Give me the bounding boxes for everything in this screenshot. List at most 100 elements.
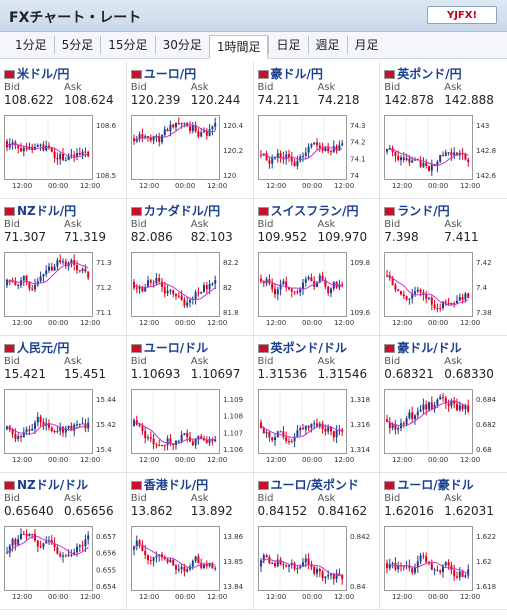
pair-panel[interactable]: NZドル/ドル Bid Ask 0.65640 0.65656 0.657 0.656 0.6… [0, 473, 127, 610]
candlestick-chart[interactable]: 143 142.8 142.6 12:00 00:00 12:00 [384, 115, 506, 191]
candle-body [36, 416, 39, 423]
candle-body [394, 285, 397, 290]
candlestick-chart[interactable]: 71.3 71.2 71.1 12:00 00:00 12:00 [4, 252, 126, 328]
candle-body [171, 124, 174, 128]
tab-7[interactable]: 月足 [346, 36, 386, 54]
candlestick-chart[interactable]: 15.44 15.42 15.4 12:00 00:00 12:00 [4, 389, 126, 465]
candle-body [433, 304, 436, 308]
candlestick-chart[interactable]: 1.318 1.316 1.314 12:00 00:00 12:00 [257, 389, 380, 465]
candle-body [276, 289, 279, 295]
pair-name-link[interactable]: ユーロ/ドル [130, 339, 208, 356]
candle-body [76, 546, 78, 553]
candle-body [28, 429, 31, 431]
pair-panel[interactable]: カナダドル/円 Bid Ask 82.086 82.103 82.2 82 81.8 12:00… [126, 199, 254, 336]
pair-name-link[interactable]: NZドル/ドル [4, 476, 88, 493]
tab-0[interactable]: 1分足 [15, 38, 47, 52]
x-tick-label: 12:00 [460, 593, 480, 601]
pair-name-link[interactable]: ユーロ/円 [130, 65, 196, 82]
candle-body [78, 153, 81, 155]
candle-body [50, 427, 53, 431]
pair-panel[interactable]: 豪ドル/円 Bid Ask 74.211 74.218 74.3 74.2 74.1 74 12:… [253, 62, 381, 199]
candle-body [321, 275, 324, 280]
pair-panel[interactable]: 英ポンド/ドル Bid Ask 1.31536 1.31546 1.318 1.316 1.3… [253, 336, 381, 473]
candlestick-chart[interactable]: 13.86 13.85 13.84 12:00 00:00 12:00 [130, 526, 253, 602]
candle-body [287, 441, 290, 443]
candle-body [431, 297, 434, 305]
candlestick-chart[interactable]: 7.42 7.4 7.38 12:00 00:00 12:00 [384, 252, 506, 328]
pair-panel[interactable]: 豪ドル/ドル Bid Ask 0.68321 0.68330 0.684 0.682 0.68… [380, 336, 507, 473]
candle-body [450, 400, 453, 406]
candle-body [64, 261, 67, 267]
pair-name-link[interactable]: 人民元/円 [4, 339, 69, 356]
pair-name-link[interactable]: ユーロ/英ポンド [257, 476, 359, 493]
bid-value: 108.622 [4, 93, 54, 107]
pair-panel[interactable]: ユーロ/ドル Bid Ask 1.10693 1.10697 1.109 1.108 1.10… [126, 336, 254, 473]
ask-value: 74.218 [317, 93, 360, 107]
x-tick-label: 12:00 [80, 182, 100, 190]
candle-body [39, 546, 42, 548]
candle-body [20, 436, 22, 438]
tab-4[interactable]: 1時間足 [208, 35, 269, 59]
tab-5[interactable]: 日足 [268, 36, 307, 54]
candle-body [194, 125, 197, 132]
pair-panel[interactable]: ユーロ/円 Bid Ask 120.239 120.244 120.4 120.2 120 12… [126, 62, 254, 199]
pair-panel[interactable]: 香港ドル/円 Bid Ask 13.862 13.892 13.86 13.85 13.84 1… [126, 473, 254, 610]
tab-2[interactable]: 15分足 [100, 36, 154, 54]
candlestick-chart[interactable]: 0.657 0.656 0.655 0.654 12:00 00:00 12:00 [4, 526, 126, 602]
pair-name-link[interactable]: 米ドル/円 [4, 65, 69, 82]
bid-label: Bid [384, 219, 401, 230]
pair-panel[interactable]: NZドル/円 Bid Ask 71.307 71.319 71.3 71.2 71.1 12:0… [0, 199, 127, 336]
pair-name-link[interactable]: 香港ドル/円 [130, 476, 208, 493]
ask-label: Ask [64, 219, 82, 230]
candle-body [163, 287, 166, 294]
ask-label: Ask [190, 493, 209, 504]
candle-body [394, 424, 397, 430]
pair-name-link[interactable]: 英ポンド/円 [384, 65, 462, 82]
candle-body [149, 437, 152, 439]
pair-name-link[interactable]: ランド/円 [384, 202, 450, 219]
pair-panel[interactable]: ユーロ/英ポンド Bid Ask 0.84152 0.84162 0.842 0.84 12:… [253, 473, 381, 610]
pair-panel[interactable]: ランド/円 Bid Ask 7.398 7.411 7.42 7.4 7.38 12:00 00:… [380, 199, 507, 336]
candlestick-chart[interactable]: 74.3 74.2 74.1 74 12:00 00:00 12:00 [257, 115, 380, 191]
pair-panel[interactable]: ユーロ/豪ドル Bid Ask 1.62016 1.62031 1.622 1.62 1.61… [380, 473, 507, 610]
candlestick-chart[interactable]: 108.6 108.5 12:00 00:00 12:00 [4, 115, 126, 191]
candle-body [284, 565, 287, 567]
pair-panel[interactable]: 米ドル/円 Bid Ask 108.622 108.624 108.6 108.5 12:00… [0, 62, 127, 199]
candle-body [403, 423, 406, 425]
tab-3[interactable]: 30分足 [154, 36, 209, 54]
candlestick-chart[interactable]: 120.4 120.2 120 12:00 00:00 12:00 [130, 115, 253, 191]
pair-name-link[interactable]: 豪ドル/ドル [384, 339, 462, 356]
candlestick-chart[interactable]: 1.109 1.108 1.107 1.106 12:00 00:00 12:00 [130, 389, 253, 465]
flag-icon [4, 481, 15, 490]
flag-icon [130, 481, 142, 490]
pair-name-link[interactable]: 英ポンド/ドル [257, 339, 347, 356]
candle-body [459, 571, 462, 578]
candle-body [287, 154, 290, 158]
pair-name-link[interactable]: 豪ドル/円 [257, 65, 323, 82]
brand-logo[interactable]: YJFX! [427, 6, 497, 24]
candlestick-chart[interactable]: 82.2 82 81.8 12:00 00:00 12:00 [130, 252, 253, 328]
candle-body [53, 430, 56, 432]
candle-body [202, 285, 205, 292]
pair-panel[interactable]: 英ポンド/円 Bid Ask 142.878 142.888 143 142.8 142.6 1… [380, 62, 507, 199]
pair-name-link[interactable]: カナダドル/円 [130, 202, 220, 219]
candle-body [442, 565, 445, 572]
pair-name-link[interactable]: スイスフラン/円 [257, 202, 359, 219]
candle-body [394, 563, 397, 570]
candle-body [270, 283, 273, 290]
candlestick-chart[interactable]: 109.8 109.6 12:00 00:00 12:00 [257, 252, 380, 328]
candle-body [36, 281, 39, 285]
tab-6[interactable]: 週足 [307, 36, 347, 54]
candlestick-chart[interactable]: 0.684 0.682 0.68 12:00 00:00 12:00 [384, 389, 506, 465]
pair-panel[interactable]: スイスフラン/円 Bid Ask 109.952 109.970 109.8 109.6 12… [253, 199, 381, 336]
candle-body [67, 554, 70, 556]
pair-panel[interactable]: 人民元/円 Bid Ask 15.421 15.451 15.44 15.42 15.4 12:… [0, 336, 127, 473]
moving-average-line [133, 124, 216, 141]
candlestick-chart[interactable]: 0.842 0.84 12:00 00:00 12:00 [257, 526, 380, 602]
tab-1[interactable]: 5分足 [53, 36, 101, 54]
pair-name-link[interactable]: ユーロ/豪ドル [384, 476, 474, 493]
candle-body [428, 166, 431, 171]
moving-average-line [260, 558, 342, 577]
candlestick-chart[interactable]: 1.622 1.62 1.618 12:00 00:00 12:00 [384, 526, 506, 602]
pair-name-link[interactable]: NZドル/円 [4, 202, 76, 219]
